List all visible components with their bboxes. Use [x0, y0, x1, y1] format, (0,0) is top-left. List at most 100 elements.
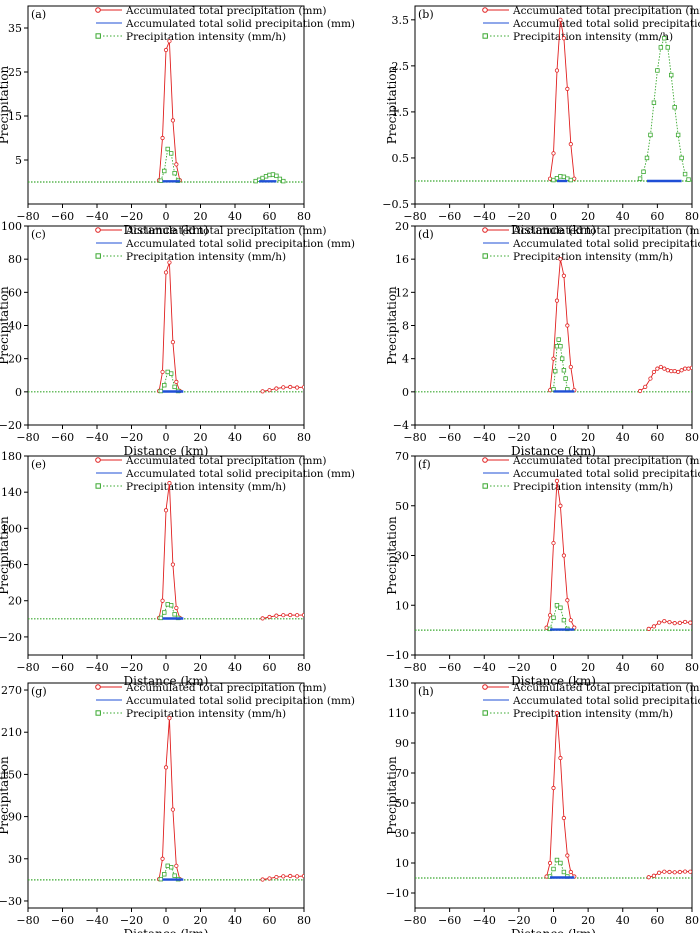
data-point-total — [688, 620, 692, 625]
data-point-total — [551, 785, 556, 791]
legend-marker-intensity — [482, 33, 488, 39]
x-tick-label: 20 — [194, 914, 208, 927]
data-point-total — [568, 364, 573, 370]
data-point-intensity — [556, 337, 561, 342]
y-tick-label: 0.5 — [392, 152, 410, 165]
data-point-total — [677, 869, 682, 875]
legend-label-intensity: Precipitation intensity (mm/h) — [513, 481, 673, 493]
legend-label-intensity: Precipitation intensity (mm/h) — [126, 251, 286, 263]
series-total — [157, 39, 182, 183]
x-tick-label: 60 — [650, 431, 664, 444]
data-point-total — [643, 384, 648, 389]
data-point-total — [163, 47, 169, 53]
legend-label-solid: Accumulated total solid precipitation (m… — [125, 468, 355, 480]
data-point-total — [682, 869, 688, 874]
legend-label-solid: Accumulated total solid precipitation (m… — [512, 695, 700, 707]
data-point-total — [174, 863, 179, 868]
legend-marker-intensity — [95, 483, 101, 489]
data-point-intensity — [274, 173, 279, 179]
data-point-intensity — [277, 176, 283, 182]
data-point-total — [657, 870, 662, 875]
series-intensity — [158, 602, 181, 621]
data-point-total — [170, 807, 175, 812]
data-point-intensity — [553, 368, 558, 374]
series-line-total — [158, 718, 181, 880]
legend-marker-total — [95, 684, 101, 690]
x-tick-label: −80 — [16, 210, 39, 223]
panel-c: −80 −60 −40 −20 0 20 40 60 80 −20 0 20 40 60 80 100 Dist… — [0, 220, 355, 458]
data-point-total — [655, 366, 660, 371]
data-point-total — [170, 562, 175, 567]
x-tick-label: −40 — [473, 661, 496, 674]
x-tick-label: −80 — [403, 661, 426, 674]
data-point-total — [568, 618, 573, 623]
data-point-intensity — [551, 177, 556, 183]
y-tick-label: 4 — [402, 353, 409, 366]
x-tick-label: −20 — [507, 914, 530, 927]
data-point-total — [281, 613, 286, 618]
x-tick-label: 60 — [263, 914, 277, 927]
y-tick-label: 3.5 — [392, 14, 410, 27]
data-point-total — [651, 624, 657, 629]
x-tick-label: 40 — [228, 914, 242, 927]
data-point-total — [561, 273, 566, 278]
data-point-total — [260, 389, 265, 394]
data-point-intensity — [172, 612, 177, 617]
data-point-intensity — [568, 177, 574, 183]
legend-label-solid: Accumulated total solid precipitation (m… — [125, 238, 355, 250]
x-tick-label: 0 — [550, 210, 557, 223]
legend-marker-intensity — [95, 253, 101, 259]
legend-label-solid: Accumulated total solid precipitation (m… — [125, 695, 355, 707]
x-tick-label: 80 — [297, 661, 311, 674]
x-tick-label: −80 — [403, 431, 426, 444]
legend-label-total: Accumulated total precipitation (mm) — [125, 5, 327, 17]
legend-label-intensity: Precipitation intensity (mm/h) — [513, 251, 673, 263]
panel-label: (b) — [418, 8, 434, 21]
legend-label-intensity: Precipitation intensity (mm/h) — [126, 708, 286, 720]
x-tick-label: −40 — [473, 431, 496, 444]
legend-marker-total — [482, 7, 488, 13]
y-tick-label: 12 — [395, 286, 409, 299]
x-tick-label: 80 — [685, 914, 699, 927]
data-point-total — [167, 716, 172, 721]
y-tick-label: 130 — [388, 677, 409, 690]
y-tick-label: 0 — [402, 386, 409, 399]
data-point-total — [558, 503, 563, 508]
y-tick-label: 10 — [395, 857, 409, 870]
data-point-total — [160, 598, 165, 603]
data-point-total — [260, 877, 265, 882]
y-tick-label: 20 — [8, 595, 22, 608]
data-point-total — [260, 616, 265, 621]
y-tick-label: −20 — [0, 631, 22, 644]
data-point-total — [288, 612, 293, 618]
x-tick-label: 20 — [581, 661, 595, 674]
panel-label: (g) — [31, 685, 47, 698]
legend-label-solid: Accumulated total solid precipitation (m… — [512, 238, 700, 250]
data-point-total — [281, 385, 286, 390]
data-point-total — [658, 364, 663, 370]
data-point-intensity — [168, 371, 174, 376]
data-point-total — [657, 620, 662, 625]
data-point-intensity — [561, 174, 567, 180]
x-tick-label: 40 — [616, 210, 630, 223]
data-point-total — [301, 612, 304, 618]
data-point-total — [646, 875, 651, 880]
series-intensity — [551, 36, 691, 183]
x-tick-label: −20 — [507, 210, 530, 223]
x-tick-label: −40 — [473, 210, 496, 223]
data-point-intensity — [165, 146, 170, 152]
x-tick-label: 40 — [228, 661, 242, 674]
data-point-total — [679, 368, 684, 373]
y-tick-label: 30 — [8, 853, 22, 866]
y-tick-label: 50 — [395, 797, 409, 810]
x-tick-label: 60 — [650, 661, 664, 674]
data-point-total — [547, 388, 553, 393]
data-point-total — [160, 369, 165, 375]
y-tick-label: 40 — [8, 320, 22, 333]
x-tick-label: 40 — [616, 661, 630, 674]
data-point-intensity — [563, 376, 568, 381]
legend-label-total: Accumulated total precipitation (mm) — [125, 225, 327, 237]
legend-label-solid: Accumulated total solid precipitation (m… — [125, 18, 355, 30]
data-point-intensity — [561, 869, 567, 875]
